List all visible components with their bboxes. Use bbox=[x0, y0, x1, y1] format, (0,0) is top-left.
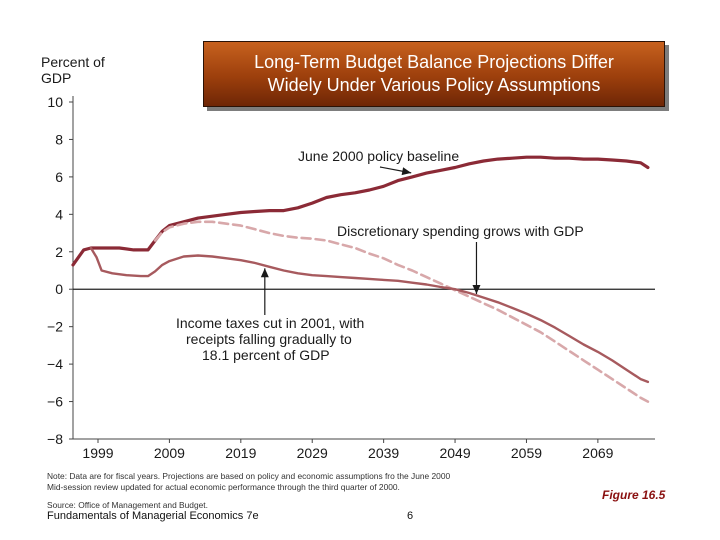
y-tick-label: 6 bbox=[55, 169, 63, 185]
chart-source: Source: Office of Management and Budget. bbox=[47, 500, 208, 510]
x-tick-label: 1999 bbox=[82, 445, 113, 461]
page-number: 6 bbox=[407, 510, 414, 522]
x-tick-label: 2039 bbox=[368, 445, 399, 461]
annotation-discretionary-spending: Discretionary spending grows with GDP bbox=[337, 223, 584, 239]
y-tick-label: 2 bbox=[55, 244, 63, 260]
annotation-discretionary-spending-arrow-head bbox=[472, 284, 481, 294]
figure-label: Figure 16.5 bbox=[602, 488, 666, 502]
title-line-2: Widely Under Various Policy Assumptions bbox=[267, 75, 601, 95]
x-tick-label: 2009 bbox=[154, 445, 185, 461]
annotation-income-tax-cut: Income taxes cut in 2001, with bbox=[176, 315, 364, 331]
annotation-income-tax-cut: 18.1 percent of GDP bbox=[202, 347, 330, 363]
y-tick-label: 0 bbox=[55, 281, 63, 297]
annotation-policy-baseline: June 2000 policy baseline bbox=[298, 148, 459, 164]
y-tick-label: −8 bbox=[47, 431, 63, 447]
y-tick-label: −4 bbox=[47, 356, 63, 372]
annotation-policy-baseline-arrow-head bbox=[401, 167, 412, 176]
annotation-income-tax-cut-arrow-head bbox=[260, 268, 269, 278]
x-tick-label: 2059 bbox=[511, 445, 542, 461]
title-line-1: Long-Term Budget Balance Projections Dif… bbox=[254, 52, 614, 72]
book-title: Fundamentals of Managerial Economics 7e bbox=[47, 510, 259, 522]
y-tick-label: 10 bbox=[47, 94, 63, 110]
y-tick-label: 4 bbox=[55, 206, 63, 222]
series-line-discretionary-spending bbox=[153, 220, 650, 403]
note-line-1: Note: Data are for fiscal years. Project… bbox=[47, 471, 451, 481]
series-line-income-tax-cut bbox=[89, 246, 650, 384]
y-tick-label: 8 bbox=[55, 131, 63, 147]
note-line-2: Mid-session review updated for actual ec… bbox=[47, 482, 400, 492]
y-axis-title: GDP bbox=[41, 70, 71, 86]
x-tick-label: 2029 bbox=[297, 445, 328, 461]
y-tick-label: −2 bbox=[47, 319, 63, 335]
x-tick-label: 2049 bbox=[439, 445, 470, 461]
annotation-income-tax-cut: receipts falling gradually to bbox=[186, 331, 352, 347]
y-axis-title: Percent of bbox=[41, 54, 105, 70]
x-tick-label: 2019 bbox=[225, 445, 256, 461]
y-tick-label: −6 bbox=[47, 394, 63, 410]
chart-note: Note: Data are for fiscal years. Project… bbox=[47, 471, 517, 493]
title-banner: Long-Term Budget Balance Projections Dif… bbox=[203, 41, 665, 107]
x-tick-label: 2069 bbox=[582, 445, 613, 461]
